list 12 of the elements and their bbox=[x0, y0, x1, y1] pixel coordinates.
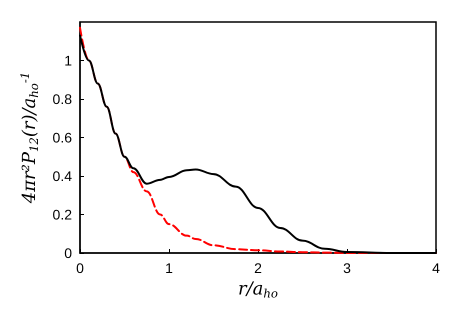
y-tick-label: 0.4 bbox=[52, 168, 72, 184]
x-tick-label: 4 bbox=[432, 260, 440, 276]
y-axis-title: 4πr²P12(r)/aho-1 bbox=[18, 72, 41, 204]
y-tick-label: 0 bbox=[64, 245, 72, 261]
y-tick-label: 0.6 bbox=[52, 130, 72, 146]
x-tick-label: 1 bbox=[165, 260, 174, 276]
x-tick-label: 0 bbox=[76, 260, 84, 276]
x-tick-label: 2 bbox=[254, 260, 262, 276]
y-tick-label: 0.2 bbox=[52, 206, 72, 222]
x-tick-label: 3 bbox=[343, 260, 352, 276]
y-tick-label: 0.8 bbox=[52, 91, 72, 107]
y-tick-label: 1 bbox=[64, 52, 72, 68]
